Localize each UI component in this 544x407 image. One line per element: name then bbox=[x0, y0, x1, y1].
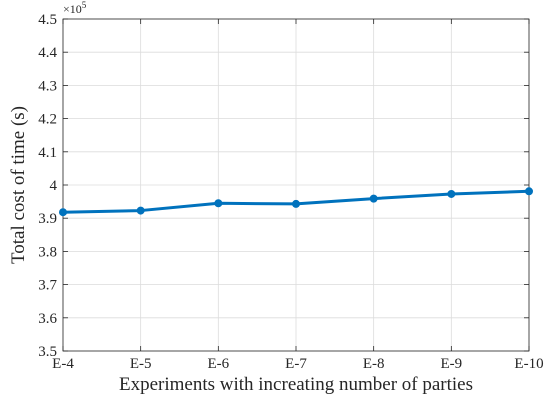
x-tick-label: E-5 bbox=[130, 356, 152, 372]
data-point bbox=[525, 187, 533, 196]
y-tick-label: 3.6 bbox=[38, 311, 57, 327]
x-tick-label: E-4 bbox=[52, 356, 74, 372]
y-multiplier: ×105 bbox=[63, 0, 87, 16]
y-tick-label: 4.5 bbox=[38, 12, 57, 28]
y-axis-label: Total cost of time (s) bbox=[8, 106, 29, 264]
data-point bbox=[447, 189, 456, 198]
y-tick-label: 4.3 bbox=[38, 78, 57, 94]
x-axis-label: Experiments with increating number of pa… bbox=[119, 374, 473, 395]
y-tick-label: 3.9 bbox=[38, 211, 57, 227]
y-tick-label: 4.2 bbox=[38, 112, 57, 128]
x-tick-label: E-8 bbox=[363, 356, 385, 372]
x-tick-label: E-9 bbox=[440, 356, 462, 372]
data-point bbox=[369, 194, 378, 203]
x-tick-labels: E-4 E-5 E-6 E-7 E-8 E-9 E-10 bbox=[52, 356, 543, 372]
y-tick-label: 4 bbox=[50, 178, 58, 194]
ticks bbox=[62, 18, 530, 352]
data-point bbox=[59, 208, 67, 217]
data-point bbox=[292, 199, 300, 208]
data-point bbox=[136, 206, 145, 215]
y-tick-label: 4.1 bbox=[38, 145, 57, 161]
y-tick-label: 3.5 bbox=[38, 344, 57, 360]
x-tick-label: E-10 bbox=[514, 356, 543, 372]
y-tick-labels: 3.5 3.6 3.7 3.8 3.9 4 4.1 4.2 4.3 4.4 4.5 bbox=[38, 12, 57, 360]
x-tick-label: E-7 bbox=[285, 356, 307, 372]
y-tick-label: 3.8 bbox=[38, 244, 57, 260]
y-tick-label: 4.4 bbox=[38, 45, 57, 61]
y-tick-label: 3.7 bbox=[38, 278, 57, 294]
x-tick-label: E-6 bbox=[207, 356, 229, 372]
series-layer bbox=[59, 187, 533, 217]
data-point bbox=[214, 199, 223, 208]
